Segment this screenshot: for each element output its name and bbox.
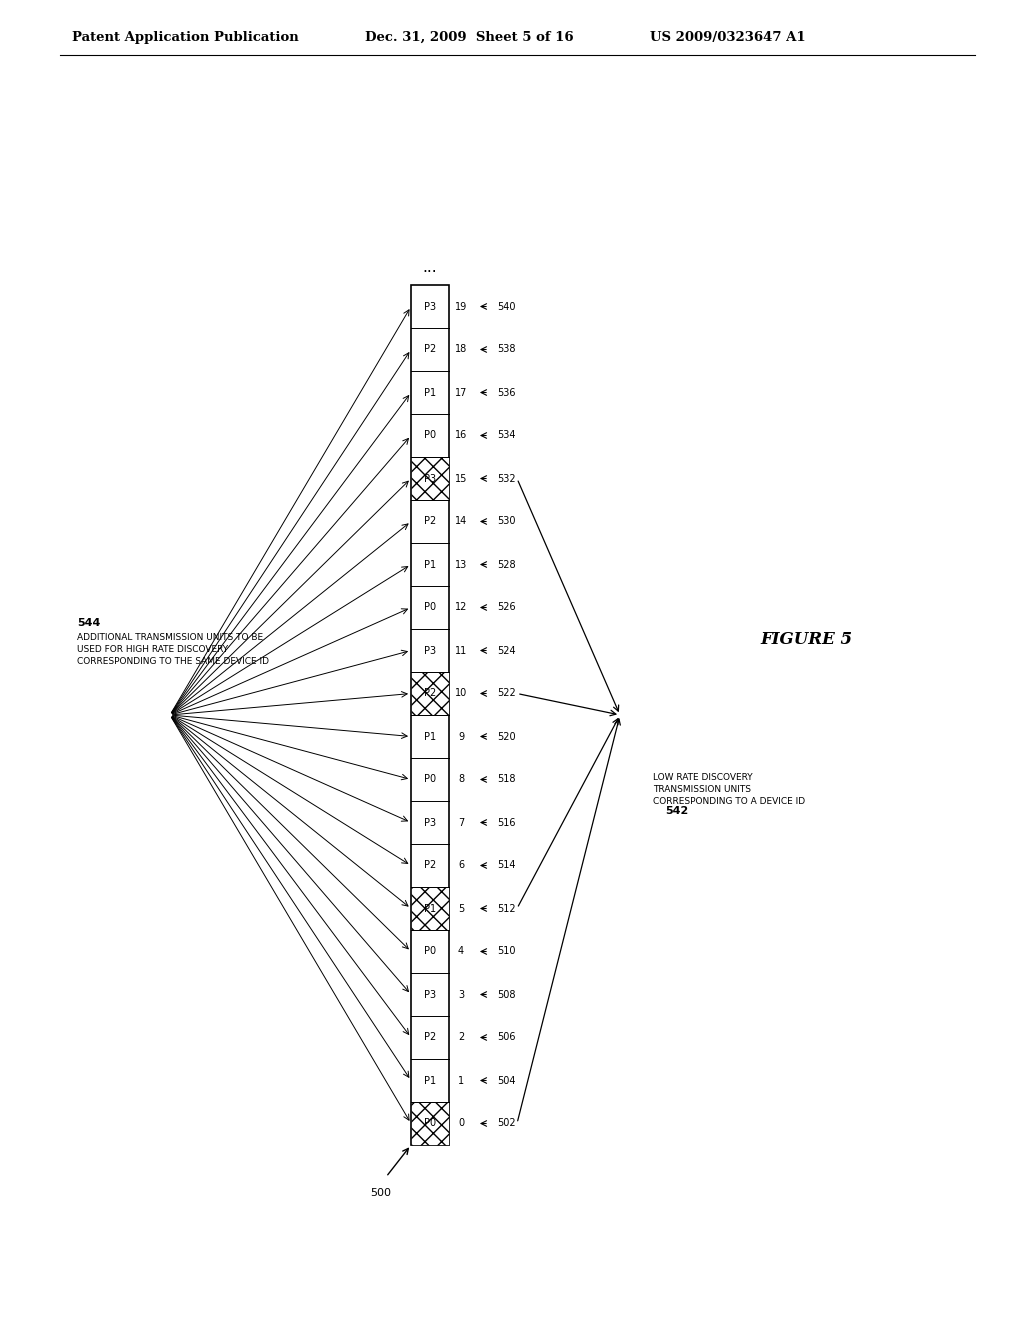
Text: 15: 15 <box>455 474 467 483</box>
Text: 8: 8 <box>458 775 464 784</box>
Bar <box>411 1102 449 1144</box>
Text: Patent Application Publication: Patent Application Publication <box>72 30 299 44</box>
Text: TRANSMISSION UNITS: TRANSMISSION UNITS <box>653 784 751 793</box>
Text: P1: P1 <box>424 903 436 913</box>
Text: 520: 520 <box>497 731 516 742</box>
Text: 518: 518 <box>497 775 515 784</box>
Text: 504: 504 <box>497 1076 515 1085</box>
Text: 12: 12 <box>455 602 467 612</box>
Text: 16: 16 <box>455 430 467 441</box>
Text: 4: 4 <box>458 946 464 957</box>
Text: 534: 534 <box>497 430 515 441</box>
Text: P1: P1 <box>424 388 436 397</box>
Text: USED FOR HIGH RATE DISCOVERY: USED FOR HIGH RATE DISCOVERY <box>77 644 228 653</box>
Text: 18: 18 <box>455 345 467 355</box>
Text: 512: 512 <box>497 903 516 913</box>
Bar <box>411 887 449 931</box>
Text: P3: P3 <box>424 817 436 828</box>
Text: US 2009/0323647 A1: US 2009/0323647 A1 <box>650 30 806 44</box>
Text: 510: 510 <box>497 946 515 957</box>
Bar <box>411 457 449 500</box>
Text: 10: 10 <box>455 689 467 698</box>
Text: 3: 3 <box>458 990 464 999</box>
Text: 6: 6 <box>458 861 464 870</box>
Text: P3: P3 <box>424 301 436 312</box>
Text: 2: 2 <box>458 1032 464 1043</box>
Text: 508: 508 <box>497 990 515 999</box>
Text: 544: 544 <box>77 618 100 628</box>
Text: 19: 19 <box>455 301 467 312</box>
Bar <box>411 285 449 1144</box>
Text: P0: P0 <box>424 946 436 957</box>
Text: 514: 514 <box>497 861 515 870</box>
Text: P2: P2 <box>424 1032 436 1043</box>
Text: 528: 528 <box>497 560 516 569</box>
Text: P1: P1 <box>424 1076 436 1085</box>
Text: 532: 532 <box>497 474 516 483</box>
Text: FIGURE 5: FIGURE 5 <box>760 631 852 648</box>
Text: 500: 500 <box>371 1188 391 1199</box>
Text: P1: P1 <box>424 731 436 742</box>
Text: CORRESPONDING TO A DEVICE ID: CORRESPONDING TO A DEVICE ID <box>653 796 805 805</box>
Text: 522: 522 <box>497 689 516 698</box>
Text: 524: 524 <box>497 645 516 656</box>
Text: 502: 502 <box>497 1118 516 1129</box>
Text: LOW RATE DISCOVERY: LOW RATE DISCOVERY <box>653 772 753 781</box>
Text: 17: 17 <box>455 388 467 397</box>
Text: P2: P2 <box>424 861 436 870</box>
Text: P0: P0 <box>424 775 436 784</box>
Text: P2: P2 <box>424 345 436 355</box>
Text: 14: 14 <box>455 516 467 527</box>
Text: 542: 542 <box>665 807 688 816</box>
Text: ...: ... <box>423 260 437 275</box>
Text: 5: 5 <box>458 903 464 913</box>
Text: P3: P3 <box>424 474 436 483</box>
Text: 9: 9 <box>458 731 464 742</box>
Text: P2: P2 <box>424 689 436 698</box>
Text: P3: P3 <box>424 645 436 656</box>
Text: 0: 0 <box>458 1118 464 1129</box>
Text: P0: P0 <box>424 430 436 441</box>
Text: P1: P1 <box>424 560 436 569</box>
Text: 536: 536 <box>497 388 515 397</box>
Text: P2: P2 <box>424 516 436 527</box>
Text: 526: 526 <box>497 602 516 612</box>
Text: 530: 530 <box>497 516 515 527</box>
Text: 13: 13 <box>455 560 467 569</box>
Text: 540: 540 <box>497 301 515 312</box>
Text: 1: 1 <box>458 1076 464 1085</box>
Bar <box>411 672 449 715</box>
Text: 506: 506 <box>497 1032 515 1043</box>
Text: P0: P0 <box>424 602 436 612</box>
Text: 538: 538 <box>497 345 515 355</box>
Text: CORRESPONDING TO THE SAME DEVICE ID: CORRESPONDING TO THE SAME DEVICE ID <box>77 656 269 665</box>
Text: P0: P0 <box>424 1118 436 1129</box>
Text: P3: P3 <box>424 990 436 999</box>
Text: 7: 7 <box>458 817 464 828</box>
Text: 11: 11 <box>455 645 467 656</box>
Text: Dec. 31, 2009  Sheet 5 of 16: Dec. 31, 2009 Sheet 5 of 16 <box>365 30 573 44</box>
Text: 516: 516 <box>497 817 515 828</box>
Text: ADDITIONAL TRANSMISSION UNITS TO BE: ADDITIONAL TRANSMISSION UNITS TO BE <box>77 632 263 642</box>
